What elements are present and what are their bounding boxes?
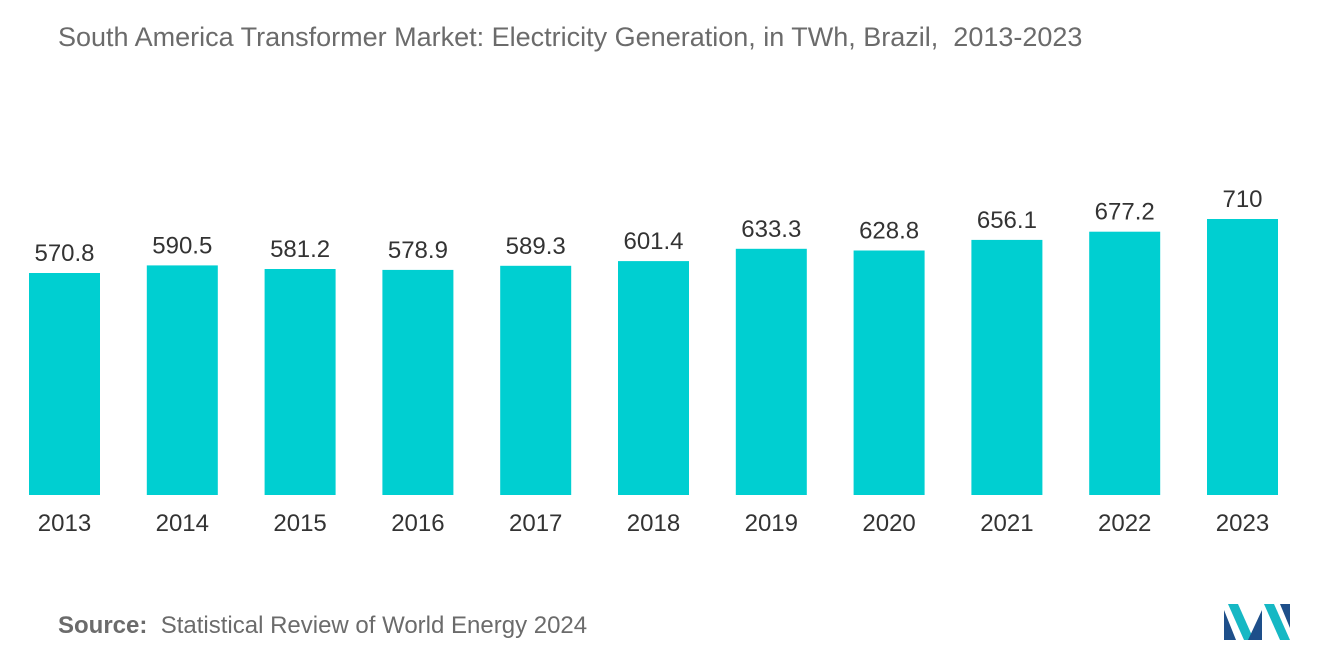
bar-2016 (382, 269, 454, 495)
x-tick-label-2013: 2013 (38, 510, 91, 537)
bar-2019 (735, 248, 807, 495)
source-text: Statistical Review of World Energy 2024 (160, 612, 588, 639)
bar-2023 (1207, 219, 1278, 495)
bar-chart: 570.8 2013 590.5 2014 581.2 2015 578.9 2016 589.… (29, 186, 1278, 537)
x-tick-label-2016: 2016 (391, 510, 444, 537)
source-key: Source: (58, 612, 148, 639)
value-label-2023: 710 (1222, 186, 1262, 213)
bar-2013 (29, 273, 100, 495)
value-label-2021: 656.1 (977, 207, 1037, 234)
source-note: Source: Statistical Review of World Ener… (58, 612, 587, 640)
value-label-2022: 677.2 (1095, 199, 1155, 226)
bar-2022 (1089, 231, 1161, 495)
x-tick-label-2020: 2020 (862, 510, 915, 537)
bar-2015 (264, 269, 336, 495)
x-tick-label-2018: 2018 (627, 510, 680, 537)
value-label-2015: 581.2 (270, 236, 330, 263)
value-label-2016: 578.9 (388, 237, 448, 264)
x-tick-label-2017: 2017 (509, 510, 562, 537)
bar-2021 (971, 239, 1043, 495)
bar-2020 (853, 250, 925, 495)
value-label-2020: 628.8 (859, 218, 919, 245)
x-tick-label-2022: 2022 (1098, 510, 1151, 537)
value-label-2018: 601.4 (623, 228, 683, 255)
x-tick-label-2014: 2014 (156, 510, 209, 537)
bar-2018 (618, 261, 689, 495)
chart-title: South America Transformer Market: Electr… (58, 22, 1083, 52)
bar-2017 (500, 265, 572, 495)
value-label-2017: 589.3 (506, 233, 566, 260)
x-tick-label-2021: 2021 (980, 510, 1033, 537)
value-label-2019: 633.3 (741, 216, 801, 243)
mordor-intelligence-logo-icon (1224, 604, 1290, 640)
value-label-2013: 570.8 (34, 240, 94, 267)
x-tick-label-2019: 2019 (745, 510, 798, 537)
x-tick-label-2015: 2015 (273, 510, 326, 537)
bar-2014 (146, 265, 218, 495)
value-label-2014: 590.5 (152, 232, 212, 259)
x-tick-label-2023: 2023 (1216, 510, 1269, 537)
